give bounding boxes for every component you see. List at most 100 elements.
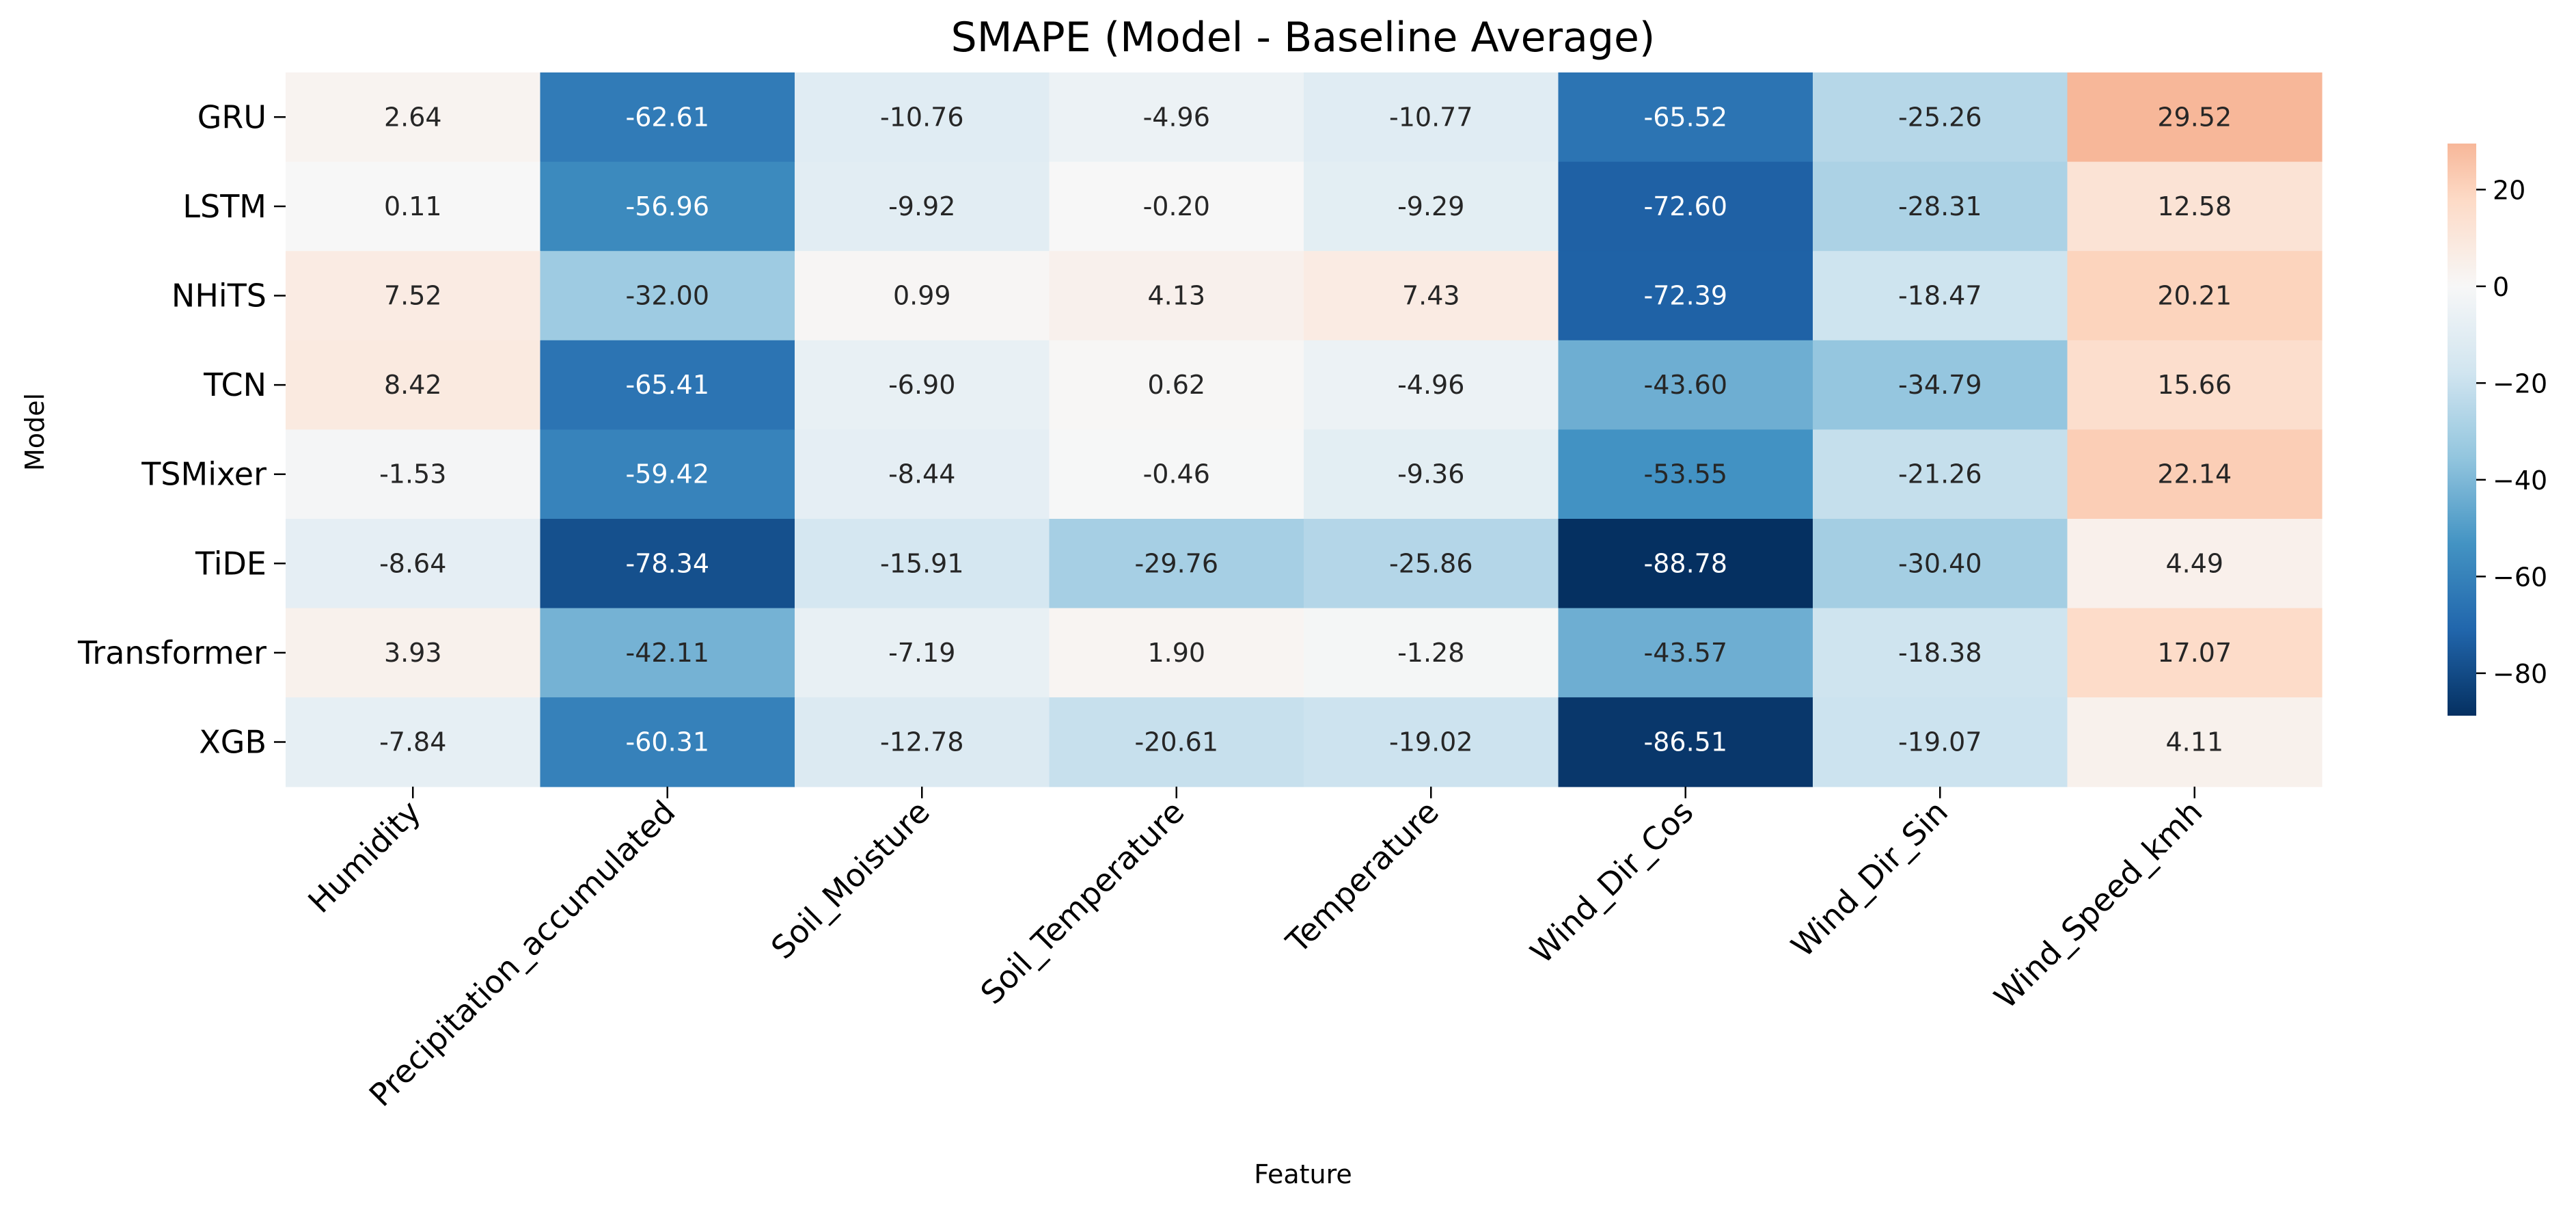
cell-value-label: 4.49	[2165, 548, 2223, 578]
x-tick-label: Temperature	[1278, 793, 1446, 960]
cell-value-label: -43.57	[1644, 638, 1728, 668]
cell-value-label: -53.55	[1644, 459, 1728, 489]
heatmap-cells	[286, 72, 2322, 787]
heatmap-cell	[795, 161, 1050, 252]
heatmap-cell	[1304, 251, 1559, 341]
heatmap-cell	[286, 340, 541, 430]
chart-title: SMAPE (Model - Baseline Average)	[951, 14, 1656, 62]
cell-value-label: -65.41	[626, 370, 710, 400]
heatmap-cell	[286, 161, 541, 252]
heatmap-cell	[1558, 697, 1813, 787]
cell-value-label: -34.79	[1898, 370, 1982, 400]
cell-value-label: -9.92	[888, 191, 955, 221]
cell-value-label: -43.60	[1644, 370, 1728, 400]
heatmap-cell	[540, 697, 795, 787]
heatmap-cell	[540, 72, 795, 163]
colorbar-gradient	[2448, 144, 2476, 716]
heatmap-cell	[1049, 161, 1304, 252]
cell-value-label: -7.19	[888, 638, 955, 668]
heatmap-cell	[286, 608, 541, 698]
heatmap-cell	[2067, 697, 2322, 787]
cell-value-label: -29.76	[1135, 548, 1219, 578]
cell-value-label: -72.39	[1644, 281, 1728, 311]
heatmap-cell	[1049, 429, 1304, 520]
heatmap-cell	[1558, 161, 1813, 252]
cell-value-label: -60.31	[626, 727, 710, 757]
cell-value-label: -0.46	[1143, 459, 1210, 489]
heatmap-cell	[1558, 340, 1813, 430]
cell-value-label: 7.43	[1402, 281, 1460, 311]
cell-value-label: -0.20	[1143, 191, 1210, 221]
y-tick-label: NHiTS	[172, 278, 266, 314]
cell-value-label: 17.07	[2157, 638, 2232, 668]
cell-value-label: 1.90	[1147, 638, 1205, 668]
cell-value-label: 2.64	[384, 102, 442, 132]
heatmap-cell	[1049, 340, 1304, 430]
heatmap-cell	[1304, 429, 1559, 520]
heatmap-cell	[795, 519, 1050, 609]
heatmap-cell	[795, 697, 1050, 787]
cell-value-label: 0.99	[893, 281, 951, 311]
cell-value-label: -59.42	[626, 459, 710, 489]
heatmap-cell	[2067, 519, 2322, 609]
cell-value-label: -10.76	[880, 102, 964, 132]
heatmap-cell	[1304, 72, 1559, 163]
cell-value-label: 20.21	[2157, 281, 2232, 311]
cell-value-label: -8.64	[379, 548, 446, 578]
cell-value-label: 12.58	[2157, 191, 2232, 221]
cell-value-label: -25.26	[1898, 102, 1982, 132]
cell-value-label: 7.52	[384, 281, 442, 311]
heatmap-cell	[1049, 697, 1304, 787]
heatmap-cell	[2067, 429, 2322, 520]
heatmap-cell	[1558, 251, 1813, 341]
heatmap-cell	[1813, 519, 2068, 609]
cell-value-label: -30.40	[1898, 548, 1982, 578]
heatmap-cell	[795, 608, 1050, 698]
y-tick-label: GRU	[197, 98, 266, 135]
heatmap-cell	[795, 340, 1050, 430]
x-tick-label: Soil_Moisture	[764, 793, 937, 966]
colorbar: 20 0 −20 −40 −60 −80	[2448, 144, 2547, 716]
cell-value-label: -20.61	[1135, 727, 1219, 757]
y-tick-label: TCN	[203, 366, 266, 403]
cell-value-label: -19.07	[1898, 727, 1982, 757]
cell-value-label: -28.31	[1898, 191, 1982, 221]
colorbar-tick-label: −40	[2493, 466, 2547, 496]
colorbar-tick-label: −60	[2493, 562, 2547, 592]
x-tick-label: Wind_Speed_kmh	[1987, 793, 2210, 1016]
x-tick-label: Wind_Dir_Sin	[1784, 793, 1955, 964]
cell-value-label: -62.61	[626, 102, 710, 132]
cell-value-label: 22.14	[2157, 459, 2232, 489]
y-tick-label: TSMixer	[141, 456, 266, 493]
heatmap-cell	[795, 72, 1050, 163]
heatmap-cell	[1304, 519, 1559, 609]
cell-value-label: -18.38	[1898, 638, 1982, 668]
heatmap-cell	[540, 251, 795, 341]
heatmap-cell	[1304, 697, 1559, 787]
y-tick-label: LSTM	[182, 188, 266, 225]
cell-value-label: -9.29	[1397, 191, 1464, 221]
cell-value-label: -9.36	[1397, 459, 1464, 489]
cell-value-label: 4.13	[1147, 281, 1205, 311]
heatmap-cell	[1049, 608, 1304, 698]
x-tick-label: Wind_Dir_Cos	[1523, 793, 1700, 970]
cell-value-label: 29.52	[2157, 102, 2232, 132]
cell-value-label: -15.91	[880, 548, 964, 578]
heatmap-cell	[1304, 608, 1559, 698]
cell-value-label: -4.96	[1397, 370, 1464, 400]
heatmap-cell	[795, 251, 1050, 341]
cell-value-label: -10.77	[1389, 102, 1473, 132]
heatmap-cell	[540, 429, 795, 520]
cell-value-label: 0.62	[1147, 370, 1205, 400]
cell-value-label: -1.53	[379, 459, 446, 489]
x-tick-label: Precipitation_accumulated	[362, 793, 683, 1114]
x-tick-label: Soil_Temperature	[973, 793, 1191, 1011]
cell-value-label: -72.60	[1644, 191, 1728, 221]
cell-value-label: -1.28	[1397, 638, 1464, 668]
cell-value-label: -88.78	[1644, 548, 1728, 578]
heatmap-cell	[795, 429, 1050, 520]
y-axis: GRU LSTM NHiTS TCN TSMixer TiDE Transformer XGB	[77, 98, 286, 761]
cell-value-label: 3.93	[384, 638, 442, 668]
